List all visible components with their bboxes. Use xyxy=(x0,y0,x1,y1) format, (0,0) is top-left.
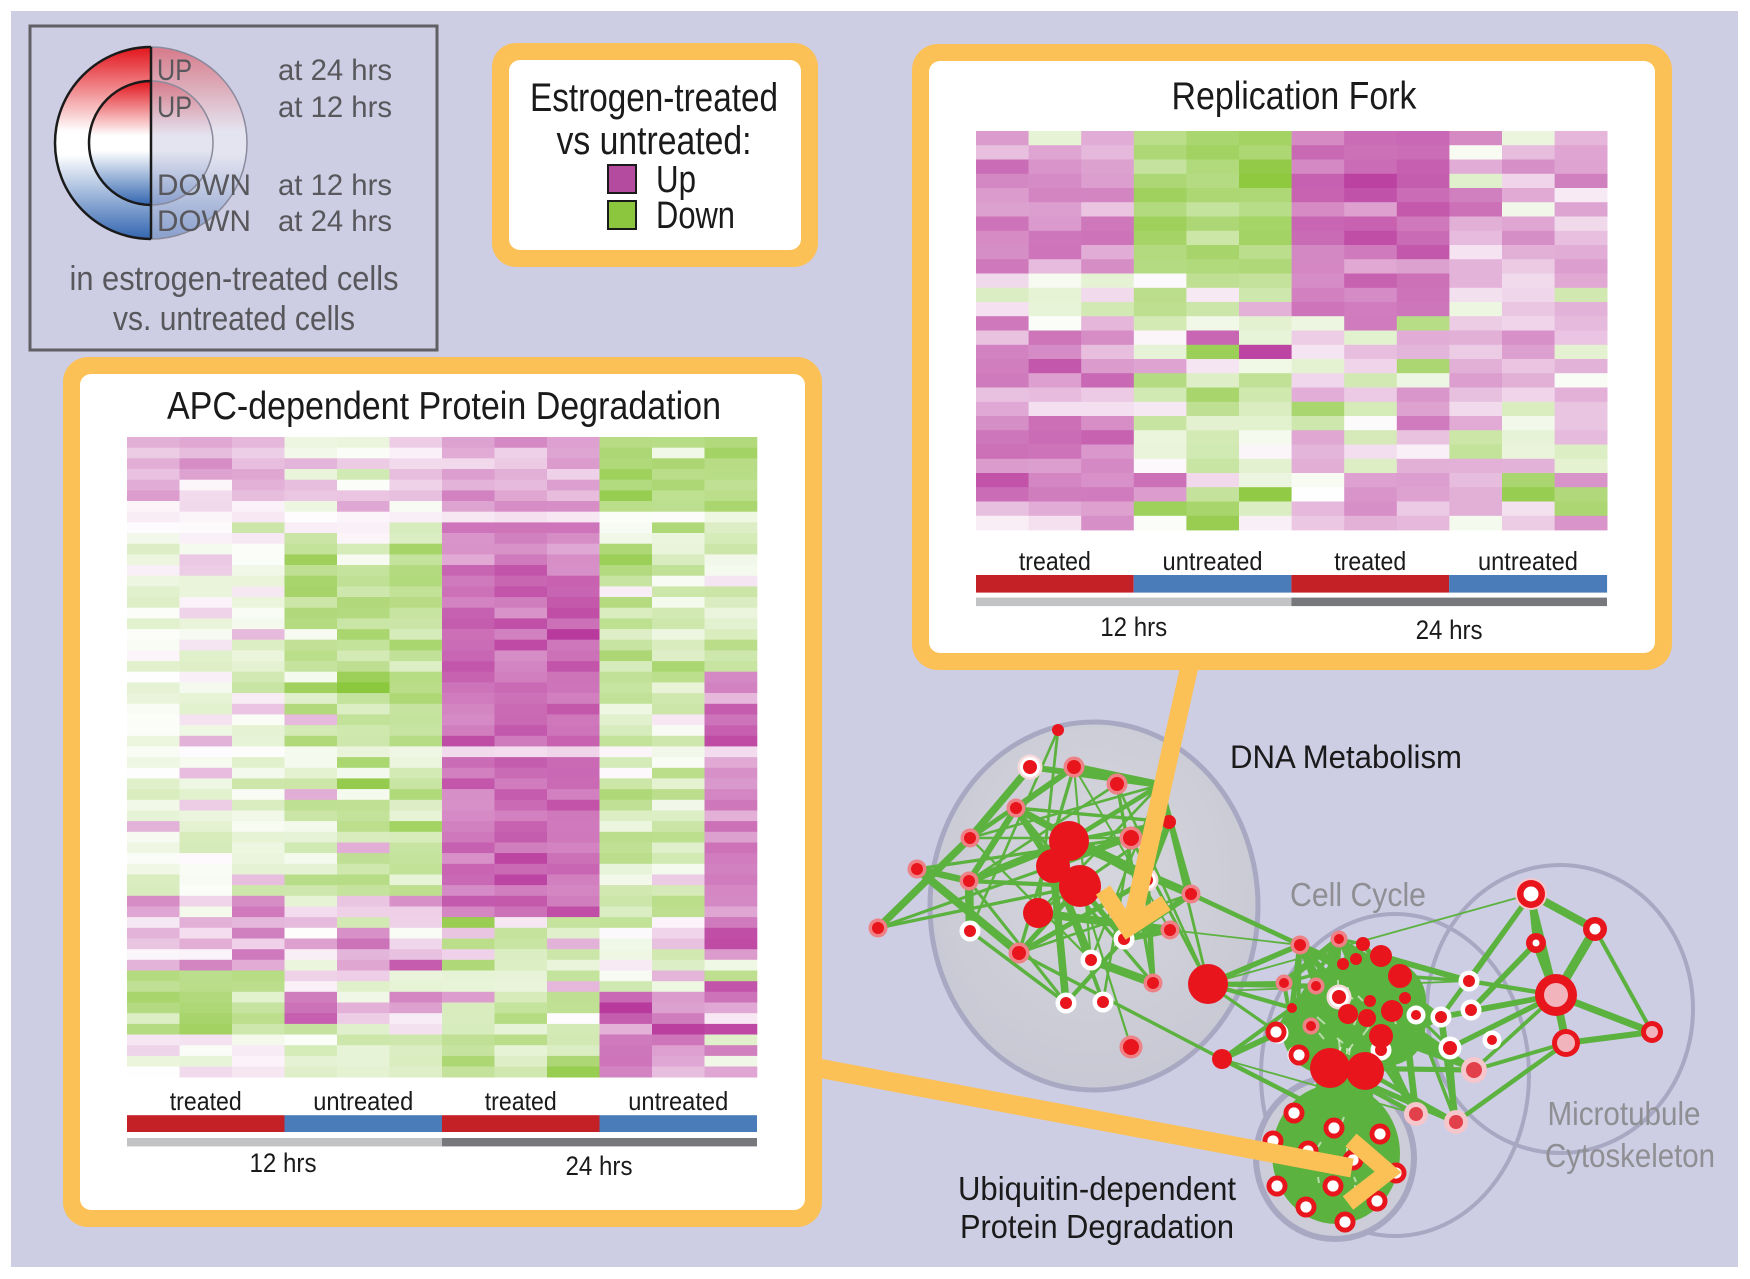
svg-text:at 24 hrs: at 24 hrs xyxy=(278,205,392,238)
svg-text:treated: treated xyxy=(485,1086,557,1116)
svg-text:24 hrs: 24 hrs xyxy=(566,1151,633,1181)
svg-text:APC-dependent Protein Degradat: APC-dependent Protein Degradation xyxy=(167,385,721,428)
svg-text:DOWN: DOWN xyxy=(157,205,251,238)
svg-text:UP: UP xyxy=(157,54,192,87)
svg-text:Up: Up xyxy=(656,159,696,201)
svg-text:treated: treated xyxy=(170,1086,242,1116)
svg-text:Ubiquitin-dependent: Ubiquitin-dependent xyxy=(958,1170,1236,1207)
svg-text:untreated: untreated xyxy=(1163,546,1263,576)
svg-text:Protein Degradation: Protein Degradation xyxy=(960,1208,1234,1245)
svg-text:untreated: untreated xyxy=(1478,546,1578,576)
svg-text:at 12 hrs: at 12 hrs xyxy=(278,169,392,202)
svg-text:treated: treated xyxy=(1334,546,1406,576)
svg-text:Cell Cycle: Cell Cycle xyxy=(1290,876,1426,913)
svg-text:at 12 hrs: at 12 hrs xyxy=(278,91,392,124)
svg-text:untreated: untreated xyxy=(628,1086,728,1116)
svg-text:vs. untreated cells: vs. untreated cells xyxy=(113,300,355,338)
svg-text:DOWN: DOWN xyxy=(157,169,251,202)
svg-text:24 hrs: 24 hrs xyxy=(1416,615,1483,645)
svg-text:treated: treated xyxy=(1019,546,1091,576)
svg-text:Replication Fork: Replication Fork xyxy=(1172,75,1417,118)
svg-text:vs untreated:: vs untreated: xyxy=(557,119,752,163)
svg-text:at 24 hrs: at 24 hrs xyxy=(278,54,392,87)
svg-text:Microtubule: Microtubule xyxy=(1548,1095,1701,1132)
svg-text:Estrogen-treated: Estrogen-treated xyxy=(530,76,778,120)
svg-text:Down: Down xyxy=(656,195,735,237)
svg-text:UP: UP xyxy=(157,91,192,124)
svg-text:in estrogen-treated cells: in estrogen-treated cells xyxy=(70,260,399,298)
svg-text:DNA Metabolism: DNA Metabolism xyxy=(1230,739,1462,775)
svg-text:12 hrs: 12 hrs xyxy=(250,1148,317,1178)
svg-text:12 hrs: 12 hrs xyxy=(1100,612,1167,642)
svg-text:Cytoskeleton: Cytoskeleton xyxy=(1545,1137,1715,1174)
svg-text:untreated: untreated xyxy=(313,1086,413,1116)
